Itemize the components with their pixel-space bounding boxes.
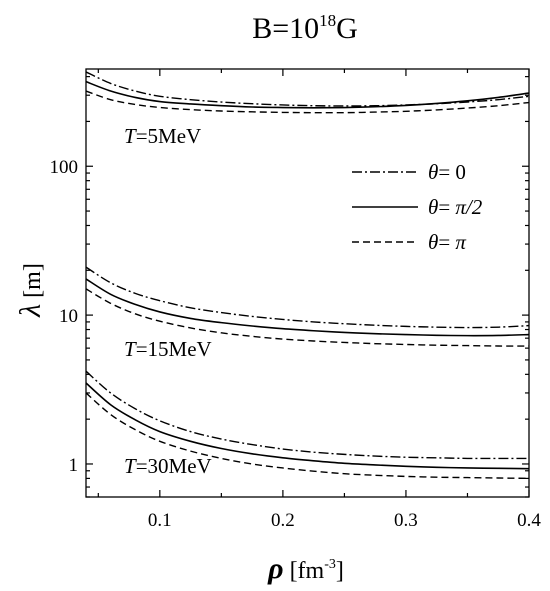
y-axis-unit: [m] [20,263,46,304]
legend-theta: θ [428,230,438,254]
legend-value: 0 [455,160,466,184]
series-line-solid [85,80,530,109]
annotation-var: T [124,124,137,148]
x-tick-label: 0.4 [517,510,541,531]
y-axis-symbol: λ [14,304,47,318]
annotation-var: T [124,337,137,361]
y-tick-label: 1 [69,455,79,476]
legend: θ= 0 θ= π/2 θ= π [352,160,483,254]
x-tick-label: 0.1 [148,510,172,531]
annotation-t15: T=15MeV [124,337,212,361]
legend-theta: θ [428,195,438,219]
series-line-dashed [85,90,530,114]
chart-title: B=1018G [252,11,358,45]
series-line-dashdot [85,266,530,329]
chart-title-exponent: 18 [319,11,336,30]
annotation-var: T [124,454,137,478]
legend-label: θ= 0 [428,160,466,184]
annotation-t30: T=30MeV [124,454,212,478]
series-line-solid [85,382,530,470]
plot-frame [85,68,530,498]
legend-value: π [455,230,466,254]
x-axis-symbol: ρ [267,552,283,585]
legend-equals: = [438,195,455,219]
series-layer [85,71,530,480]
annotation-text: =30MeV [136,454,212,478]
x-axis-unit-open: [fm [284,558,325,584]
x-axis-unit-exponent: -3 [324,557,336,572]
legend-equals: = [438,160,455,184]
x-axis-label: ρ [fm-3] [267,552,344,585]
chart-title-base: B=10 [252,12,319,45]
x-axis-unit-close: ] [336,558,344,584]
annotation-text: =15MeV [136,337,212,361]
y-tick-label: 100 [50,157,79,178]
legend-equals: = [438,230,455,254]
series-line-dashed [85,288,530,347]
y-axis-label: λ [m] [14,263,47,318]
series-line-dashdot [85,370,529,460]
legend-label: θ= π [428,230,466,254]
legend-theta: θ [428,160,438,184]
series-line-solid [85,278,530,337]
legend-label: θ= π/2 [428,195,483,219]
series-line-dashdot [85,71,530,107]
y-tick-label: 10 [59,306,78,327]
y-tick-labels: 1 10 100 [50,157,79,476]
annotation-text: =5MeV [136,124,202,148]
x-tick-labels: 0.1 0.2 0.3 0.4 [148,510,541,531]
legend-value: π/2 [455,195,482,219]
annotation-t5: T=5MeV [124,124,201,148]
x-tick-label: 0.2 [271,510,295,531]
chart-title-unit: G [336,12,358,45]
x-tick-label: 0.3 [394,510,418,531]
